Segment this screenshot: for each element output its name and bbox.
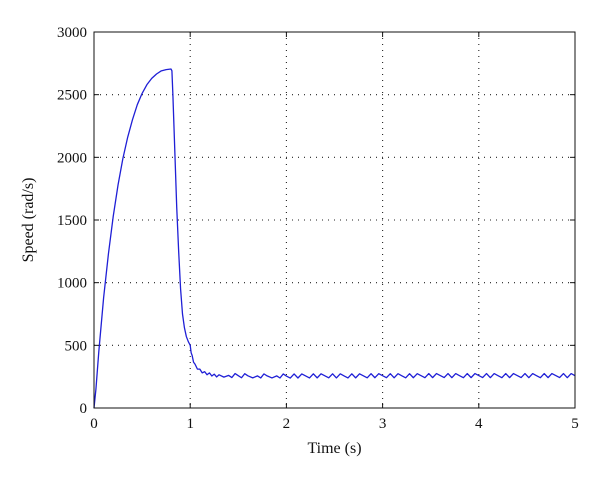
x-tick-label: 5 <box>571 416 579 432</box>
y-tick-label: 1000 <box>57 276 87 292</box>
y-tick-label: 1500 <box>57 213 87 229</box>
y-tick-label: 500 <box>65 338 88 354</box>
y-tick-label: 2000 <box>57 150 87 166</box>
y-tick-label: 2500 <box>57 88 87 104</box>
x-tick-label: 4 <box>475 416 483 432</box>
x-axis-label: Time (s) <box>307 440 361 457</box>
y-tick-label: 0 <box>80 401 88 417</box>
grid-lines <box>94 32 575 408</box>
y-axis-label: Speed (rad/s) <box>20 178 37 263</box>
speed-series-line <box>93 68 576 409</box>
series-layer <box>93 68 576 409</box>
x-tick-label: 0 <box>90 416 98 432</box>
x-tick-label: 2 <box>283 416 291 432</box>
x-tick-label: 3 <box>379 416 387 432</box>
axis-ticks: 0 1 2 3 4 5 0 500 1000 1500 2000 2500 3000 <box>57 25 579 432</box>
y-tick-label: 3000 <box>57 25 87 41</box>
x-tick-label: 1 <box>186 416 194 432</box>
